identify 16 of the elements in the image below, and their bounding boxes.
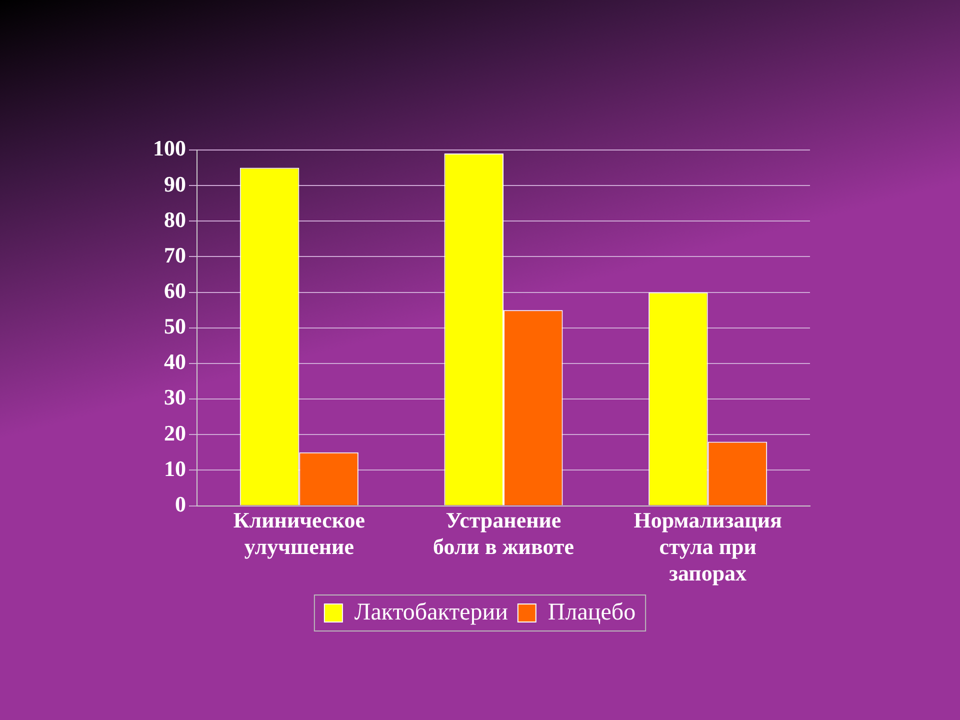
y-tick-label: 70: [164, 242, 186, 268]
y-tick-label: 80: [164, 206, 186, 232]
x-tick-label: Клиническое улучшение: [233, 508, 366, 560]
y-tick-label: 100: [153, 136, 186, 161]
y-tick-label: 10: [164, 456, 186, 481]
legend-label: Плацебо: [548, 599, 636, 626]
y-tick-label: 0: [175, 491, 186, 516]
x-tick-label: Устранение боли в животе: [433, 508, 574, 560]
x-tick-label: Нормализация стула при запорах: [634, 508, 782, 586]
y-tick-label: 40: [164, 349, 186, 374]
y-tick-label: 50: [164, 314, 186, 339]
y-tick-label: 90: [164, 171, 186, 196]
y-tick-label: 30: [164, 384, 186, 410]
y-tick-label: 20: [164, 420, 186, 446]
legend-label: Лактобактерии: [354, 599, 508, 626]
y-tick-label: 60: [164, 278, 186, 304]
